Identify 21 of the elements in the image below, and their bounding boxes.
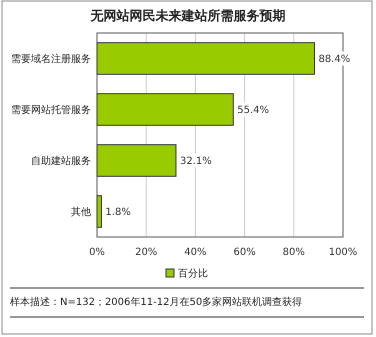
x-tick-label: 40% (184, 247, 207, 258)
data-label: 32.1% (180, 156, 212, 167)
x-tick-label: 100% (328, 247, 358, 258)
y-tick-label: 其他 (71, 206, 91, 218)
bar (96, 195, 102, 228)
x-tick-label: 60% (233, 247, 256, 258)
x-tick-label: 80% (282, 247, 305, 258)
chart-title: 无网站网民未来建站所需服务预期 (90, 8, 286, 24)
y-tick-label: 需要网站托管服务 (11, 104, 91, 116)
data-label: 1.8% (105, 207, 131, 218)
x-tick-label: 20% (135, 247, 158, 258)
y-tick-label: 需要域名注册服务 (11, 53, 91, 65)
text: 样本描述：N=132；2006年11-12月在50多家网站联机调查获得 (10, 296, 302, 308)
data-label: 55.4% (237, 105, 270, 116)
y-tick-label: 自助建站服务 (31, 155, 91, 167)
data-label: 88.4% (318, 54, 350, 65)
bar (96, 144, 176, 177)
bar (96, 42, 315, 75)
x-tick-label: 0% (89, 247, 105, 258)
bar (96, 93, 234, 126)
legend-label: 百分比 (178, 268, 208, 280)
